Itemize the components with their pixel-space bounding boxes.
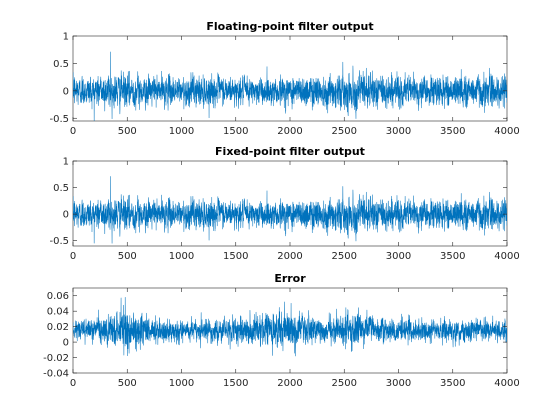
y-tick-label: 1 [63, 32, 69, 43]
x-tick-label: 2500 [332, 378, 357, 389]
x-tick-label: 1500 [223, 378, 248, 389]
x-tick-label: 2000 [277, 378, 302, 389]
x-tick-label: 2500 [332, 251, 357, 262]
subplot-2: 0 500 1000 1500 2000 2500 3000 3500 4000-0.500.5… [49, 145, 519, 262]
x-tick-label: 500 [118, 378, 137, 389]
x-tick-label: 1000 [169, 126, 194, 137]
chart-title: Floating-point filter output [206, 20, 373, 33]
series-line [73, 176, 507, 244]
x-tick-label: 3000 [386, 251, 411, 262]
series-line [73, 51, 507, 121]
y-tick-label: 0 [63, 86, 69, 97]
x-tick-label: 2000 [277, 126, 302, 137]
y-tick-label: 1 [63, 157, 69, 168]
y-tick-label: 0.5 [53, 183, 69, 194]
x-tick-label: 500 [118, 251, 137, 262]
y-tick-label: 0.04 [47, 307, 69, 318]
x-tick-label: 2500 [332, 126, 357, 137]
x-tick-label: 3000 [386, 126, 411, 137]
x-tick-label: 1500 [223, 126, 248, 137]
chart-title: Fixed-point filter output [215, 145, 365, 158]
x-tick-label: 3500 [440, 378, 465, 389]
x-tick-label: 0 [70, 126, 76, 137]
x-tick-label: 4000 [494, 251, 519, 262]
y-tick-label: 0.02 [47, 322, 69, 333]
x-tick-label: 1500 [223, 251, 248, 262]
x-tick-label: 0 [70, 378, 76, 389]
y-tick-label: 0 [63, 338, 69, 349]
x-tick-label: 1000 [169, 251, 194, 262]
series-line [73, 296, 507, 357]
subplot-3: 0 500 1000 1500 2000 2500 3000 3500 4000 -0.04 -0.… [43, 272, 520, 389]
y-tick-label: -0.02 [43, 353, 69, 364]
y-tick-label: -0.5 [49, 236, 69, 247]
y-tick-label: -0.5 [49, 114, 69, 125]
x-tick-label: 4000 [494, 126, 519, 137]
x-tick-label: 2000 [277, 251, 302, 262]
subplot-1: 0 500 1000 1500 2000 2500 3000 3500 4000-0.500.5… [49, 20, 519, 137]
x-tick-label: 3500 [440, 251, 465, 262]
y-tick-label: 0.06 [47, 291, 69, 302]
x-tick-label: 3000 [386, 378, 411, 389]
x-tick-label: 0 [70, 251, 76, 262]
x-tick-label: 1000 [169, 378, 194, 389]
y-tick-label: 0 [63, 210, 69, 221]
x-tick-label: 500 [118, 126, 137, 137]
chart-title: Error [274, 272, 306, 285]
y-tick-label: 0.5 [53, 59, 69, 70]
x-tick-label: 3500 [440, 126, 465, 137]
y-tick-label: -0.04 [43, 369, 69, 380]
x-tick-label: 4000 [494, 378, 519, 389]
